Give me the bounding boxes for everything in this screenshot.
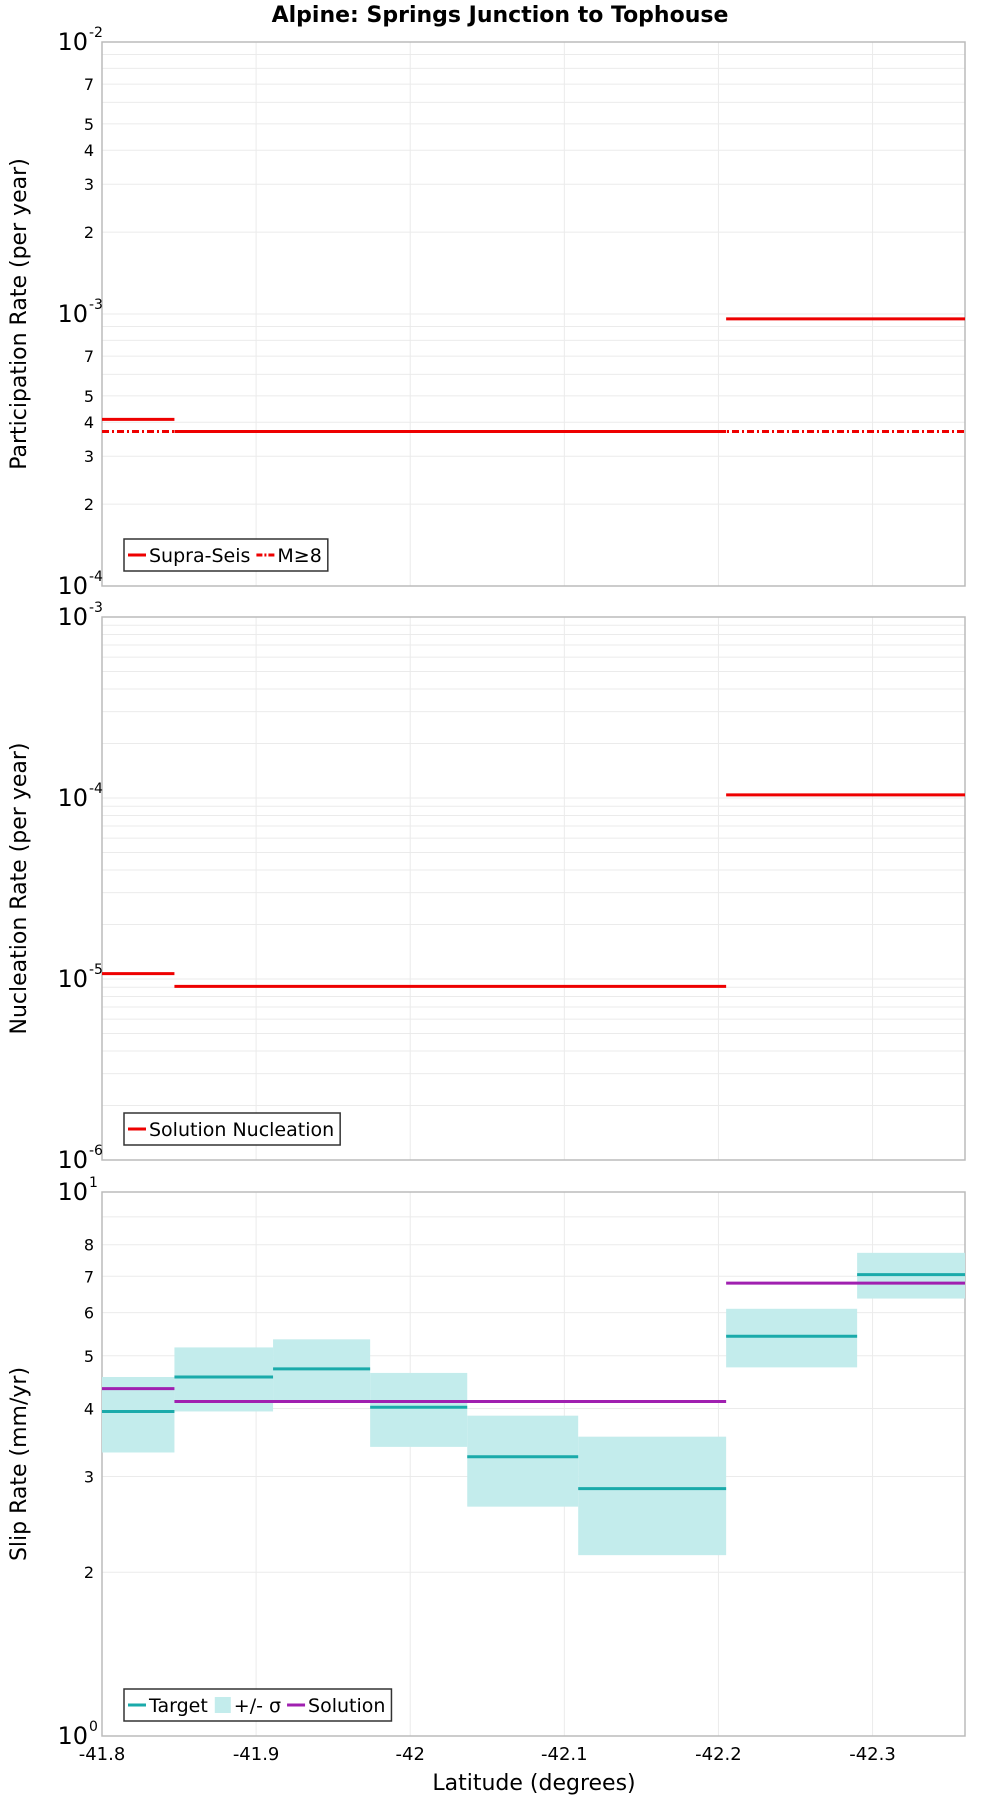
y-minor-tick-label: 4 [84, 413, 94, 432]
y-tick-label: 10 [57, 965, 88, 993]
sigma-band [578, 1436, 727, 1556]
y-tick-label: 10 [57, 784, 88, 812]
panel-2: Nucleation Rate (per year)10-310-410-510… [7, 600, 966, 1174]
y-tick-label: 10 [57, 603, 88, 631]
legend: Target +/- σ Solution [123, 1688, 393, 1722]
chart-title: Alpine: Springs Junction to Tophouse [272, 3, 729, 28]
y-minor-tick-label: 2 [84, 223, 94, 242]
y-tick-exponent: -2 [89, 25, 103, 41]
y-tick-label: 10 [57, 572, 88, 600]
y-tick-exponent: 1 [89, 1175, 98, 1191]
legend-swatch [214, 1697, 231, 1713]
y-minor-tick-label: 4 [84, 141, 94, 160]
y-minor-tick-label: 3 [84, 1467, 94, 1486]
y-tick-exponent: -4 [89, 781, 103, 797]
y-tick-label: 10 [57, 28, 88, 56]
legend-label: M≥8 [277, 545, 321, 567]
y-minor-tick-label: 3 [84, 175, 94, 194]
sigma-band [370, 1372, 468, 1447]
y-minor-tick-label: 2 [84, 1563, 94, 1582]
y-axis-label: Nucleation Rate (per year) [7, 743, 32, 1035]
legend-label: Solution [308, 1695, 385, 1717]
y-minor-tick-label: 5 [84, 115, 94, 134]
plot-frame [101, 616, 966, 1161]
y-tick-label: 10 [57, 1178, 88, 1206]
x-tick-label: -41.8 [79, 1744, 126, 1765]
y-minor-tick-label: 5 [84, 387, 94, 406]
panel-1: Participation Rate (per year)10 -210 -310-… [7, 25, 966, 600]
plot-frame [101, 41, 966, 587]
x-tick-label: -42 [396, 1744, 425, 1765]
legend-label: Solution Nucleation [149, 1119, 334, 1141]
y-minor-tick-label: 5 [84, 1347, 94, 1366]
x-tick-label: -41.9 [233, 1744, 280, 1765]
y-tick-label: 10 [57, 300, 88, 328]
plot-frame [101, 1191, 966, 1737]
chart-panels: Participation Rate (per year)10 -210 -310-… [7, 25, 966, 1765]
y-tick-exponent: -6 [89, 1143, 103, 1159]
y-minor-tick-label: 7 [84, 1267, 94, 1286]
legend-box [123, 538, 329, 572]
y-tick-exponent: -3 [89, 297, 103, 313]
y-minor-tick-label: 7 [84, 347, 94, 366]
y-axis-label: Participation Rate (per year) [7, 158, 32, 470]
y-minor-tick-label: 8 [84, 1236, 94, 1255]
y-tick-exponent: -3 [89, 600, 103, 616]
y-tick-label: 10 [57, 1146, 88, 1174]
x-tick-label: -42.2 [695, 1744, 742, 1765]
y-tick-exponent: -5 [89, 962, 103, 978]
legend-box [123, 1688, 393, 1722]
legend-box [123, 1112, 341, 1146]
legend: Solution Nucleation [123, 1112, 341, 1146]
sigma-band [273, 1339, 371, 1402]
y-tick-exponent: -4 [89, 569, 103, 585]
legend-label: Target [148, 1695, 208, 1717]
legend-label: Supra-Seis [149, 545, 250, 567]
y-minor-tick-label: 4 [84, 1399, 94, 1418]
x-tick-label: -42.3 [849, 1744, 896, 1765]
y-tick-exponent: 0 [89, 1719, 98, 1735]
y-minor-tick-label: 2 [84, 495, 94, 514]
y-minor-tick-label: 7 [84, 75, 94, 94]
y-axis-label: Slip Rate (mm/yr) [7, 1367, 32, 1561]
x-axis-label: Latitude (degrees) [432, 1771, 635, 1796]
legend-label: +/- σ [234, 1695, 281, 1717]
sigma-band [726, 1308, 858, 1368]
x-tick-label: -42.1 [541, 1744, 588, 1765]
sigma-band [467, 1415, 579, 1507]
y-minor-tick-label: 6 [84, 1304, 94, 1323]
legend: Supra-Seis M≥8 [123, 538, 329, 572]
y-minor-tick-label: 3 [84, 447, 94, 466]
y-tick-label: 10 [57, 1722, 88, 1750]
